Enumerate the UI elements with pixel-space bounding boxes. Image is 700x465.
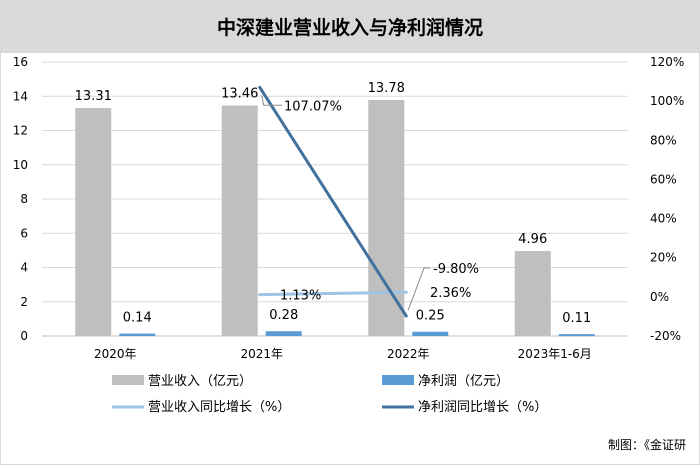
left-axis-tick-label: 16 (13, 55, 28, 69)
right-axis-tick-label: 0% (650, 290, 669, 304)
left-axis-tick-label: 14 (13, 89, 28, 103)
chart-title: 中深建业营业收入与净利润情况 (216, 17, 483, 39)
revenue-data-label: 13.78 (368, 81, 405, 96)
net-profit-growth-line (258, 85, 408, 318)
net-profit-bar (265, 331, 302, 336)
revenue-growth-data-label: 2.36% (430, 286, 471, 301)
revenue-growth-data-label: 1.13% (280, 289, 321, 304)
x-axis-tick-label: 2023年1-6月 (518, 347, 592, 361)
left-axis-tick-label: 4 (20, 261, 28, 275)
left-axis-tick-label: 2 (20, 295, 28, 309)
revenue-bar (514, 251, 551, 336)
net-profit-growth-data-label: -9.80% (433, 262, 479, 277)
right-axis-tick-label: 20% (650, 251, 677, 265)
legend-label: 营业收入（亿元） (148, 374, 252, 389)
x-axis-tick-label: 2021年 (240, 347, 283, 361)
legend-swatch (382, 375, 414, 385)
net-profit-bar (558, 334, 595, 337)
net-profit-data-label: 0.14 (123, 311, 152, 326)
left-axis-tick-label: 0 (20, 329, 28, 343)
revenue-bar (368, 100, 405, 336)
net-profit-data-label: 0.28 (269, 308, 298, 323)
revenue-bar (75, 108, 112, 336)
legend-label: 净利润（亿元） (418, 374, 509, 389)
net-profit-data-label: 0.11 (562, 311, 591, 326)
credit-text: 制图：《金证研 (607, 438, 686, 452)
legend-label: 净利润同比增长（%） (418, 400, 547, 415)
net-profit-growth-data-label: 107.07% (284, 99, 342, 114)
revenue-growth-line (258, 290, 408, 297)
right-axis-tick-label: -20% (650, 329, 681, 343)
x-axis-tick-label: 2022年 (387, 347, 430, 361)
net-profit-data-label: 0.25 (416, 309, 445, 324)
right-axis-tick-label: 100% (650, 94, 684, 108)
left-axis-tick-label: 10 (13, 158, 28, 172)
legend-label: 营业收入同比增长（%） (148, 400, 290, 415)
x-axis-tick-label: 2020年 (94, 347, 137, 361)
revenue-data-label: 4.96 (518, 232, 547, 247)
revenue-data-label: 13.31 (75, 89, 112, 104)
legend-swatch (112, 375, 144, 385)
right-axis-tick-label: 60% (650, 172, 677, 186)
leader-line (261, 95, 282, 106)
revenue-data-label: 13.46 (221, 86, 258, 101)
leader-line (407, 267, 430, 311)
left-axis-tick-label: 8 (20, 192, 28, 206)
left-axis-tick-label: 12 (13, 124, 28, 138)
left-axis-tick-label: 6 (20, 226, 28, 240)
revenue-bar (221, 105, 258, 336)
right-axis-tick-label: 120% (650, 55, 684, 69)
title-bar: 中深建业营业收入与净利润情况 (1, 1, 699, 53)
net-profit-bar (119, 333, 156, 336)
right-axis-tick-label: 80% (650, 133, 677, 147)
right-axis-tick-label: 40% (650, 212, 677, 226)
net-profit-bar (412, 331, 449, 336)
